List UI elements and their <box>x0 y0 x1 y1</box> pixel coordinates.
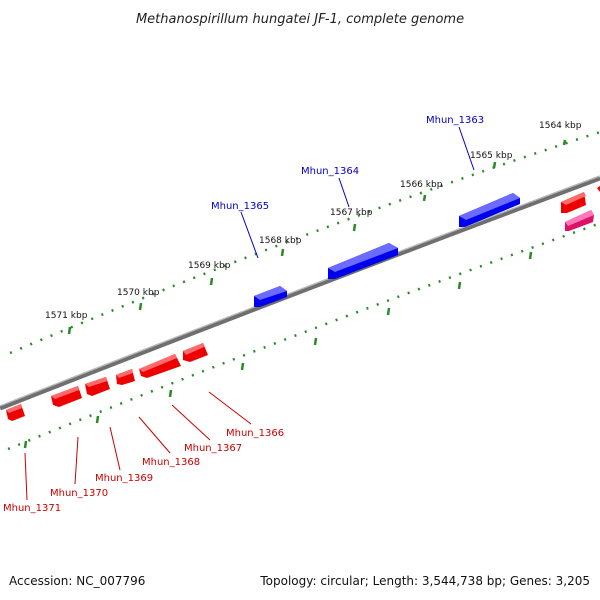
major-tick <box>138 302 143 311</box>
genome-backbone-highlight <box>0 175 600 407</box>
gene-pink-top <box>565 210 594 226</box>
leader-line <box>208 391 252 425</box>
major-tick <box>95 415 100 424</box>
gene-mhun-1365-top <box>254 286 287 300</box>
major-tick <box>528 251 533 260</box>
major-tick <box>209 277 214 286</box>
genome-title: Methanospirillum hungatei JF-1, complete… <box>136 12 464 27</box>
gene-partial-edge <box>597 186 600 192</box>
leader-line <box>338 177 350 208</box>
major-tick <box>492 161 497 169</box>
gene-partial-right-top <box>561 192 586 205</box>
reverse-gene-labels: Mhun_1366 Mhun_1367 Mhun_1368 Mhun_1369 … <box>3 391 284 514</box>
gene-mhun-1369-top <box>85 377 107 387</box>
tick-label: 1570 kbp <box>117 288 160 298</box>
outer-ruler-track <box>9 130 600 355</box>
tick-label: 1569 kbp <box>188 261 231 271</box>
major-tick <box>280 248 285 257</box>
major-tick <box>562 139 567 146</box>
gene-mhun-1363-top <box>459 193 520 220</box>
tick-label: 1568 kbp <box>259 236 302 246</box>
tick-labels: 1564 kbp 1565 kbp 1566 kbp 1567 kbp 1568… <box>45 121 582 321</box>
tick-label: 1566 kbp <box>400 180 443 190</box>
gene-label-mhun-1367: Mhun_1367 <box>184 443 242 454</box>
forward-genes <box>254 193 520 307</box>
gene-mhun-1366-top <box>183 343 204 355</box>
inner-ruler-track <box>7 222 599 451</box>
major-ticks-outer <box>67 139 567 335</box>
gene-label-mhun-1371: Mhun_1371 <box>3 503 61 514</box>
gene-mhun-1368-top <box>116 369 133 378</box>
tick-label: 1571 kbp <box>45 311 88 321</box>
tick-label: 1567 kbp <box>330 208 373 218</box>
major-tick <box>67 326 72 335</box>
accession-text: Accession: NC_007796 <box>9 574 146 588</box>
gene-mhun-1367-top <box>139 354 177 372</box>
major-tick <box>168 389 173 398</box>
tick-label: 1565 kbp <box>470 151 513 161</box>
gene-label-mhun-1363: Mhun_1363 <box>426 115 484 126</box>
topology-text: Topology: circular; Length: 3,544,738 bp… <box>260 574 590 588</box>
gene-mhun-1370-top <box>51 386 79 399</box>
leader-line <box>24 452 28 501</box>
major-tick <box>422 194 427 202</box>
gene-label-mhun-1369: Mhun_1369 <box>95 473 153 484</box>
major-ticks-inner <box>23 251 533 449</box>
major-tick <box>23 440 28 449</box>
gene-label-mhun-1370: Mhun_1370 <box>50 488 108 499</box>
gene-mhun-1364-top <box>328 243 398 272</box>
leader-line <box>109 426 121 471</box>
tick-label: 1564 kbp <box>539 121 582 131</box>
major-tick <box>352 223 357 232</box>
leader-line <box>240 211 259 259</box>
leader-line <box>458 126 475 171</box>
gene-label-mhun-1364: Mhun_1364 <box>301 166 359 177</box>
gene-label-mhun-1368: Mhun_1368 <box>142 457 200 468</box>
gene-label-mhun-1365: Mhun_1365 <box>211 201 269 212</box>
reverse-genes <box>6 186 600 421</box>
forward-gene-labels: Mhun_1363 Mhun_1364 Mhun_1365 <box>211 115 484 259</box>
major-tick <box>457 281 462 290</box>
genome-backbone <box>0 175 600 411</box>
leader-line <box>138 416 171 454</box>
leader-line <box>171 404 211 441</box>
major-tick <box>313 337 318 346</box>
major-tick <box>386 307 391 316</box>
major-tick <box>240 362 245 371</box>
gene-label-mhun-1366: Mhun_1366 <box>226 428 284 439</box>
gene-mhun-1371-top <box>6 404 22 413</box>
leader-line <box>74 436 79 485</box>
